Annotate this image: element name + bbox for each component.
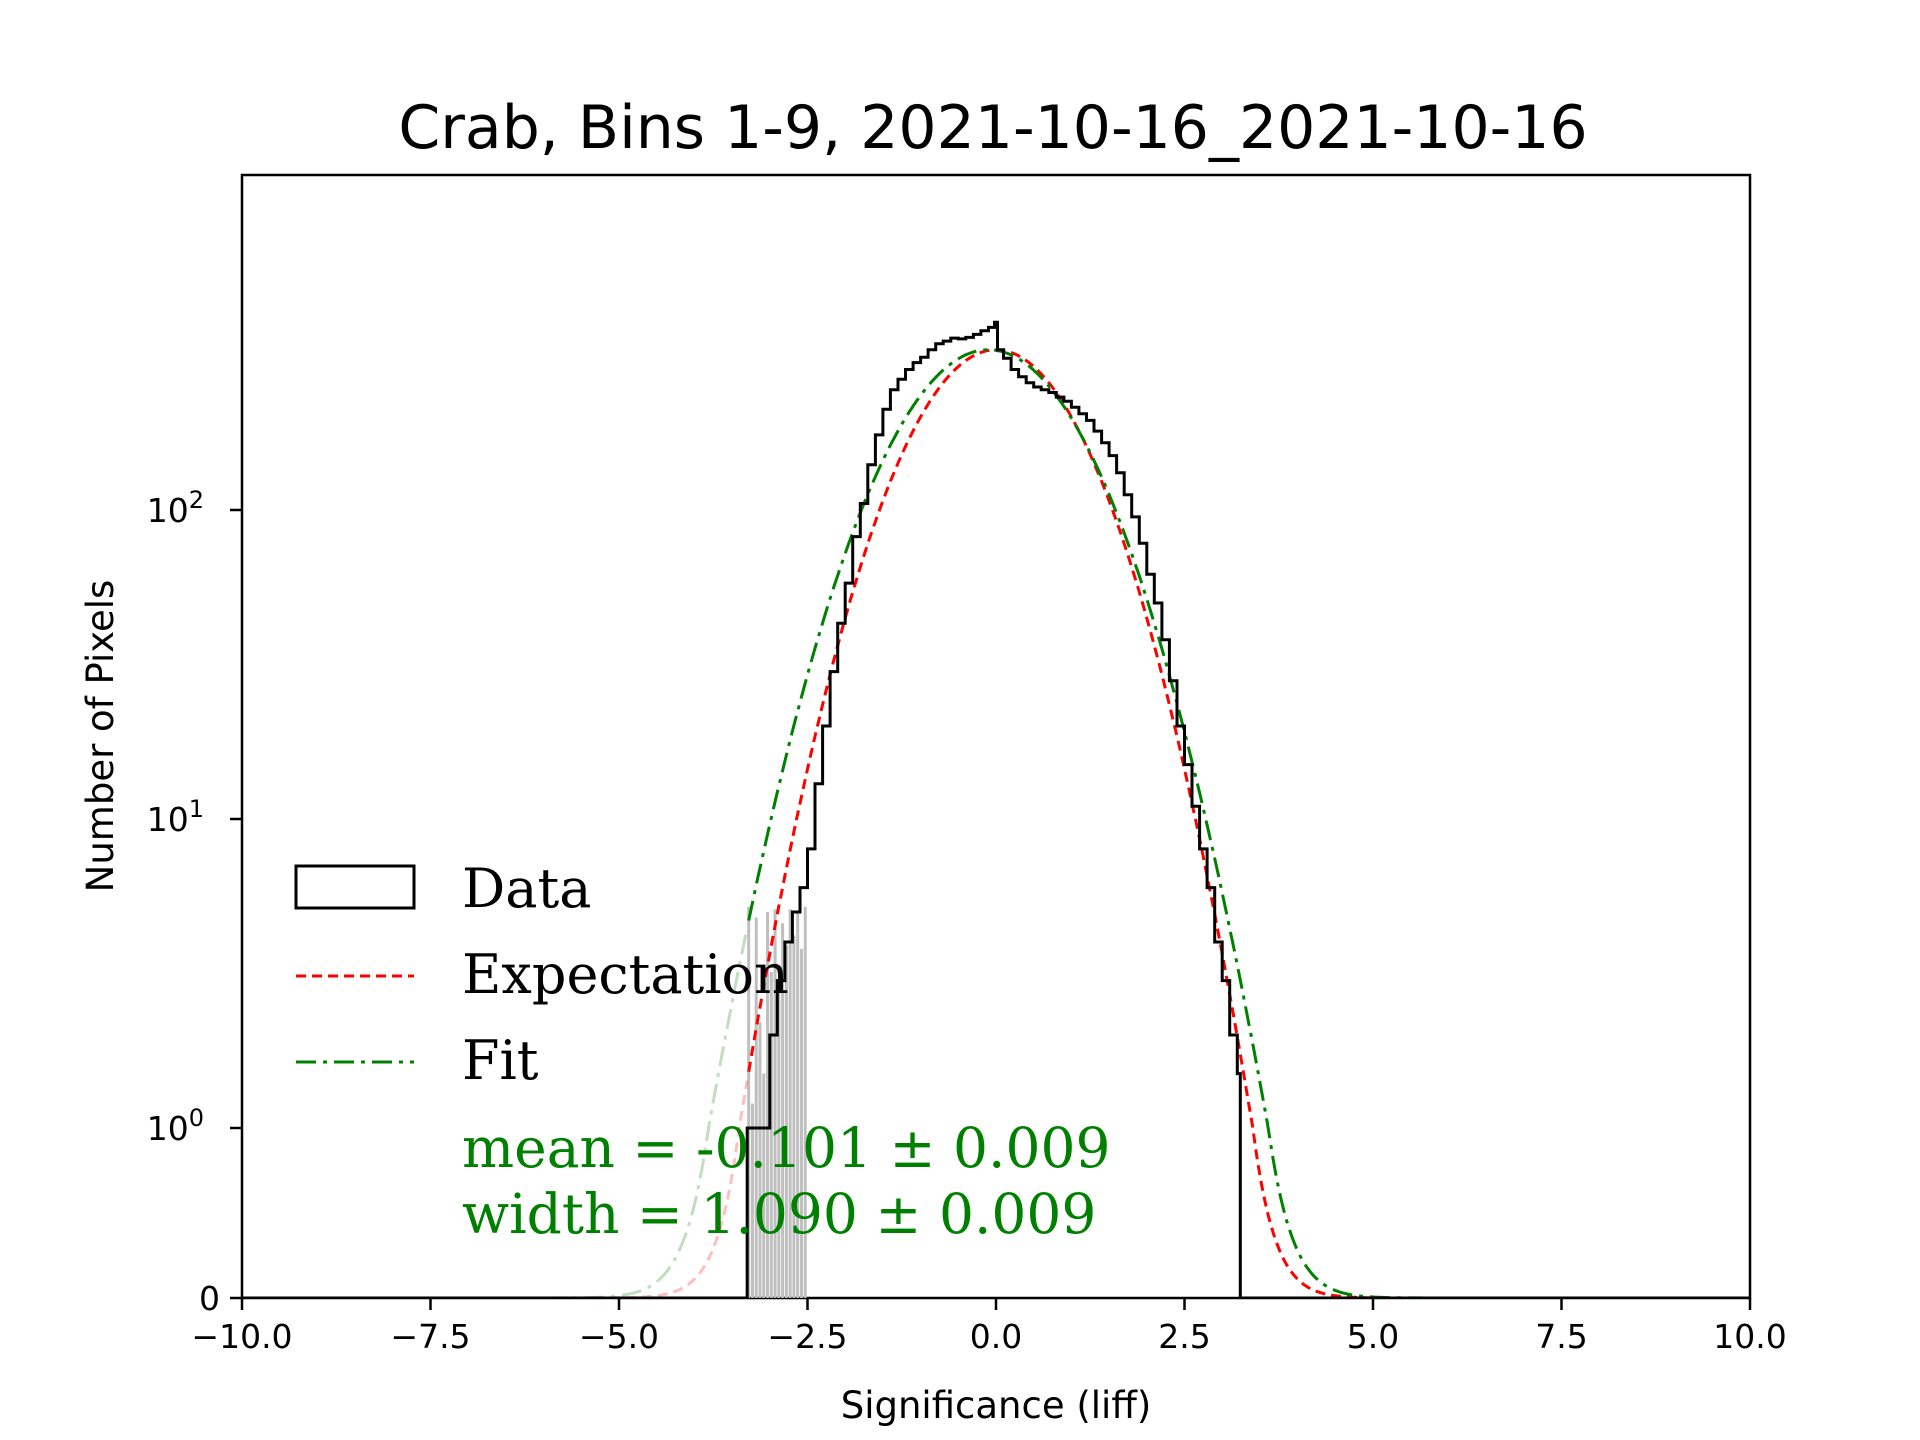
low-stats-bar (754, 917, 758, 1298)
fit-mean-annotation: mean = -0.101 ± 0.009 (462, 1116, 1111, 1180)
y-tick-label: 0 (199, 1279, 220, 1318)
x-tick-label: −10.0 (191, 1317, 292, 1356)
y-tick-label: 100 (147, 1104, 204, 1148)
low-stats-bar (788, 909, 792, 1298)
fit-width-annotation: width = 1.090 ± 0.009 (462, 1182, 1096, 1246)
y-axis: 0 100 101 102 (147, 486, 242, 1318)
x-axis-label: Significance (liff) (841, 1384, 1152, 1427)
low-stats-bar (769, 971, 773, 1298)
low-stats-bar (796, 912, 800, 1298)
data-histogram (242, 320, 1750, 1298)
x-tick-label: −2.5 (767, 1317, 847, 1356)
low-stats-bar (777, 980, 781, 1298)
x-tick-label: 5.0 (1347, 1317, 1399, 1356)
legend-data-label: Data (462, 857, 591, 920)
low-statistics-bins (747, 906, 807, 1298)
low-stats-bar (766, 912, 770, 1298)
x-tick-label: −5.0 (579, 1317, 659, 1356)
x-tick-label: 10.0 (1713, 1317, 1786, 1356)
fit-curve (747, 348, 1750, 1298)
low-stats-bar (762, 1073, 766, 1298)
fit-curve-tail (242, 927, 749, 1298)
y-tick-label: 102 (147, 486, 204, 530)
chart-title: Crab, Bins 1-9, 2021-10-16_2021-10-16 (398, 93, 1587, 163)
low-stats-bar (750, 1103, 754, 1298)
low-stats-bar (781, 923, 785, 1298)
low-stats-bar (792, 935, 796, 1298)
x-axis: −10.0 −7.5 −5.0 −2.5 0.0 2.5 5.0 7.5 10.0 (191, 1298, 1787, 1356)
low-stats-bar (747, 906, 751, 1298)
y-tick-label: 101 (147, 795, 204, 839)
x-tick-label: −7.5 (390, 1317, 470, 1356)
legend-fit-label: Fit (462, 1029, 539, 1092)
expectation-curve-tail (242, 1080, 749, 1298)
x-tick-label: 7.5 (1535, 1317, 1587, 1356)
low-stats-bar (758, 1022, 762, 1298)
low-stats-bar (784, 945, 788, 1298)
legend: Data Expectation Fit (294, 857, 789, 1092)
expectation-curve (747, 348, 1750, 1298)
low-stats-bar (773, 909, 777, 1298)
x-tick-label: 2.5 (1158, 1317, 1210, 1356)
low-stats-bar (803, 906, 807, 1298)
y-axis-label: Number of Pixels (79, 580, 122, 893)
legend-expectation-label: Expectation (462, 943, 789, 1006)
legend-data-swatch (294, 864, 416, 910)
low-stats-bar (799, 948, 803, 1298)
x-tick-label: 0.0 (970, 1317, 1022, 1356)
